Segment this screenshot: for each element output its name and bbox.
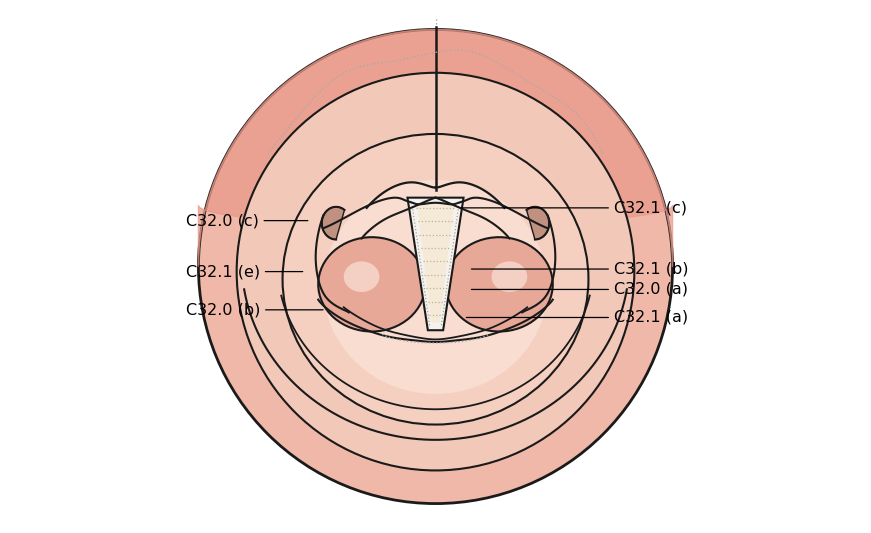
Polygon shape: [527, 207, 550, 239]
Text: C32.1 (e): C32.1 (e): [186, 264, 303, 279]
Ellipse shape: [491, 261, 527, 292]
Polygon shape: [408, 198, 463, 330]
Ellipse shape: [344, 261, 380, 292]
Circle shape: [199, 29, 672, 504]
Ellipse shape: [446, 237, 553, 332]
Text: C32.0 (a): C32.0 (a): [471, 282, 688, 297]
Polygon shape: [321, 207, 344, 239]
Text: C32.0 (c): C32.0 (c): [186, 213, 307, 228]
Ellipse shape: [318, 237, 425, 332]
Circle shape: [237, 73, 634, 471]
Ellipse shape: [323, 180, 548, 394]
Text: C32.1 (c): C32.1 (c): [462, 200, 687, 215]
Polygon shape: [199, 29, 672, 266]
Text: C32.1 (b): C32.1 (b): [471, 262, 688, 277]
Ellipse shape: [282, 134, 589, 425]
Polygon shape: [416, 203, 455, 322]
Text: C32.0 (b): C32.0 (b): [186, 302, 323, 317]
Text: C32.1 (a): C32.1 (a): [466, 310, 688, 325]
